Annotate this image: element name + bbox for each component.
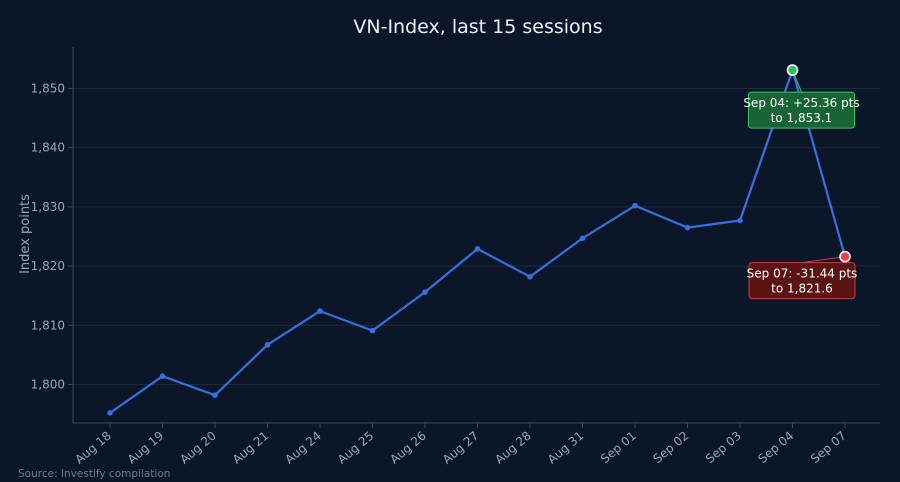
trough-marker [839, 250, 851, 263]
x-tick-label: Aug 19 [125, 429, 167, 467]
y-tick-label: 1,830 [31, 200, 65, 214]
x-tick-label: Aug 21 [230, 429, 272, 467]
annotation-box [748, 262, 856, 300]
x-tick-label: Sep 02 [650, 429, 691, 467]
y-tick-label: 1,810 [31, 318, 65, 332]
data-points [107, 202, 743, 416]
annotation-box [748, 91, 855, 129]
x-tick-label: Aug 18 [72, 429, 114, 467]
data-point [527, 273, 533, 280]
annotation-text: to 1,821.6 [771, 282, 833, 296]
x-tick-label: Aug 25 [335, 429, 377, 467]
data-point [159, 373, 166, 380]
annotation-text: to 1,853.1 [771, 111, 833, 125]
x-tick-label: Aug 28 [492, 429, 534, 467]
x-tick-label: Aug 24 [282, 429, 324, 467]
y-tick-label: 1,820 [31, 259, 65, 273]
data-point [317, 308, 323, 314]
data-point [684, 224, 691, 231]
series-line [108, 69, 847, 414]
data-point [264, 342, 271, 348]
annotation-text: Sep 07: -31.44 pts [747, 267, 858, 281]
source-note: Source: Investify compilation [18, 468, 170, 480]
y-tick-labels: 1,800 1,810 1,820 1,830 1,840 1,850 [31, 81, 65, 391]
x-tick-label: Aug 26 [387, 429, 429, 467]
y-axis-title: Index points [18, 194, 33, 274]
x-tick-label: Aug 31 [545, 429, 587, 467]
x-tick-label: Aug 20 [177, 429, 219, 467]
data-point [579, 235, 586, 242]
annotation-text: Sep 04: +25.36 pts [743, 96, 859, 110]
chart-title: VN-Index, last 15 sessions [353, 16, 602, 38]
data-point [632, 202, 638, 209]
y-tick-label: 1,840 [31, 141, 65, 155]
x-tick-label: Sep 03 [703, 429, 744, 467]
data-point [422, 289, 428, 295]
data-point [474, 246, 481, 252]
x-tick-label: Sep 04 [755, 429, 796, 467]
y-tick-label: 1,850 [31, 81, 65, 95]
axes [72, 47, 880, 424]
data-point [369, 327, 376, 334]
data-point [107, 410, 113, 416]
annotation-connector [801, 256, 846, 264]
data-point [737, 217, 743, 224]
data-point [212, 392, 218, 398]
gridlines [68, 87, 880, 386]
x-tick-label: Sep 01 [598, 429, 639, 467]
peak-marker [786, 64, 799, 76]
x-tick-label: Sep 07 [808, 429, 849, 467]
x-tick-label: Aug 27 [440, 429, 482, 467]
y-tick-label: 1,800 [31, 378, 65, 392]
x-tick-labels: Aug 18 Aug 19 Aug 20 Aug 21 Aug 24 Aug 25 Aug … [72, 423, 849, 467]
